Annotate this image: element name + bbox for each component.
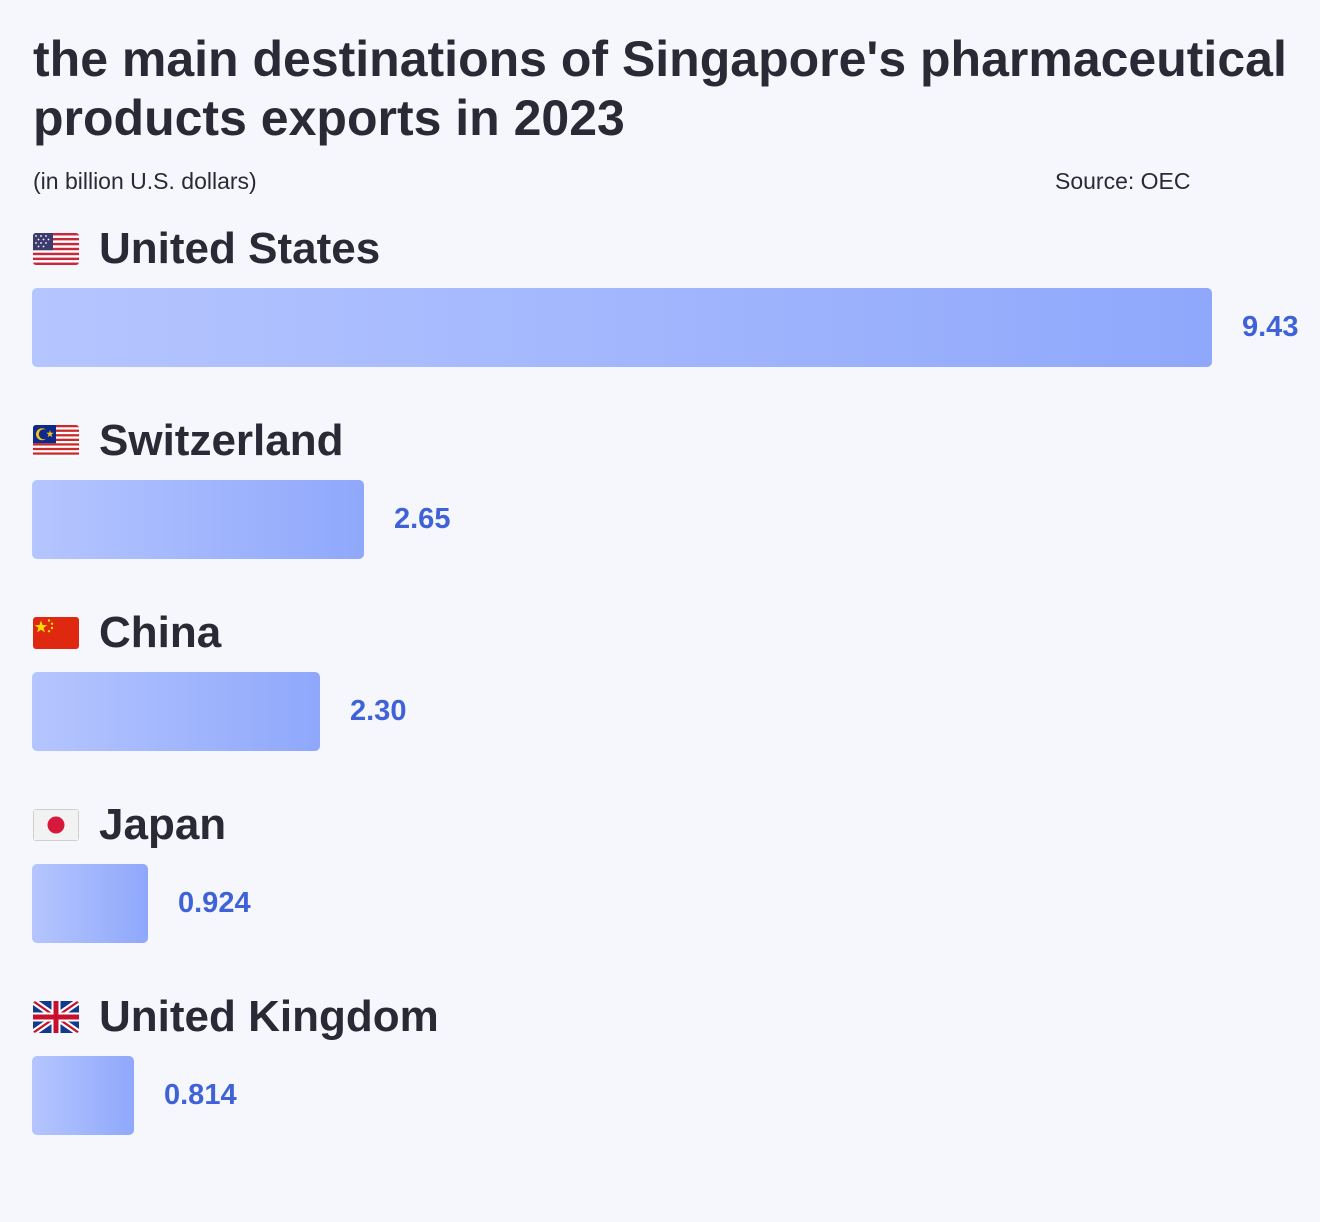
category-name: United States — [99, 224, 381, 273]
data-label: 0.924 — [178, 887, 251, 919]
bar — [32, 480, 364, 559]
category-name: China — [99, 608, 222, 657]
data-label: 2.65 — [394, 503, 451, 535]
category-label: China — [33, 606, 221, 660]
category-label: United States — [33, 222, 380, 276]
category-label: Japan — [33, 798, 226, 852]
chart-subtitle: (in billion U.S. dollars) — [33, 168, 257, 194]
data-label: 0.814 — [164, 1079, 237, 1111]
bar — [32, 864, 148, 943]
data-label: 2.30 — [350, 695, 407, 727]
bar-row-china: China 2.30 — [0, 606, 1320, 776]
category-name: Switzerland — [99, 416, 344, 465]
category-name: United Kingdom — [99, 992, 439, 1041]
bar-row-japan: Japan 0.924 — [0, 798, 1320, 968]
category-name: Japan — [99, 800, 227, 849]
bar-row-united-kingdom: United Kingdom 0.814 — [0, 990, 1320, 1160]
uk-flag-icon — [33, 1001, 79, 1033]
bar — [32, 1056, 134, 1135]
chart-source: Source: OEC — [1055, 168, 1191, 194]
bar — [32, 672, 320, 751]
category-label: Switzerland — [33, 414, 344, 468]
china-flag-icon — [33, 617, 79, 649]
japan-flag-icon — [33, 809, 79, 841]
category-label: United Kingdom — [33, 990, 439, 1044]
malaysia-flag-icon — [33, 425, 79, 457]
bar — [32, 288, 1212, 367]
chart-title: the main destinations of Singapore's pha… — [33, 31, 1287, 146]
bar-row-united-states: United States 9.43 — [0, 222, 1320, 392]
bar-row-switzerland: Switzerland 2.65 — [0, 414, 1320, 584]
data-label: 9.43 — [1242, 311, 1299, 343]
us-flag-icon — [33, 233, 79, 265]
